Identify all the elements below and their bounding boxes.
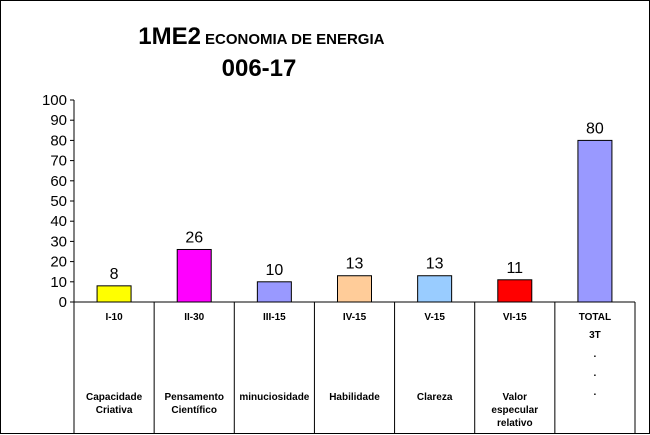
category-description: Capacidade [86,392,143,403]
category-description: . [594,349,597,360]
category-description: Criativa [96,405,133,416]
y-tick-label: 70 [50,153,67,170]
chart-subtitle: ECONOMIA DE ENERGIA [205,31,385,48]
y-tick-label: 50 [50,193,67,210]
bar [176,248,212,303]
data-label: 13 [426,256,444,273]
category-description: . [594,368,597,379]
category-code: VI-15 [503,312,527,323]
category-code: I-10 [105,312,123,323]
bar [337,275,372,303]
y-tick-label: 100 [42,92,67,109]
category-description: Clareza [417,392,453,403]
category-code: IV-15 [343,312,367,323]
category-description: Científico [171,405,217,416]
category-description: Habilidade [329,392,380,403]
chart-title: 1ME2 [138,23,201,50]
y-tick-label: 10 [50,274,67,291]
bar [96,285,132,303]
bar [256,281,292,303]
bar [577,139,613,303]
y-tick-label: 30 [50,233,67,250]
data-label: 26 [185,229,203,246]
data-label: 8 [110,266,119,283]
category-description: . [594,387,597,398]
category-code: TOTAL [579,312,611,323]
bar [497,279,533,303]
y-tick-label: 0 [59,294,67,311]
category-description: minuciosidade [239,392,309,403]
category-code: III-15 [263,312,286,323]
y-tick-label: 40 [50,213,67,230]
category-description: Valor [503,392,528,403]
y-tick-label: 20 [50,254,67,271]
data-label: 80 [586,120,604,137]
category-code: II-30 [184,312,204,323]
category-description: relativo [497,418,533,429]
chart-title-line2: 006-17 [222,55,297,82]
category-code: V-15 [424,312,445,323]
category-description: especular [491,405,538,416]
y-tick-label: 90 [50,112,67,129]
category-description: 3T [589,330,601,341]
data-label: 13 [346,256,364,273]
y-tick-label: 80 [50,132,67,149]
y-tick-label: 60 [50,173,67,190]
plot-area: 0 10 20 30 40 50 60 70 80 90 100 8 I-10 Capacidade Cri… [42,92,636,433]
data-label: 10 [265,262,283,279]
category-description: Pensamento [164,392,223,403]
data-label: 11 [506,260,523,277]
bar [417,275,453,303]
